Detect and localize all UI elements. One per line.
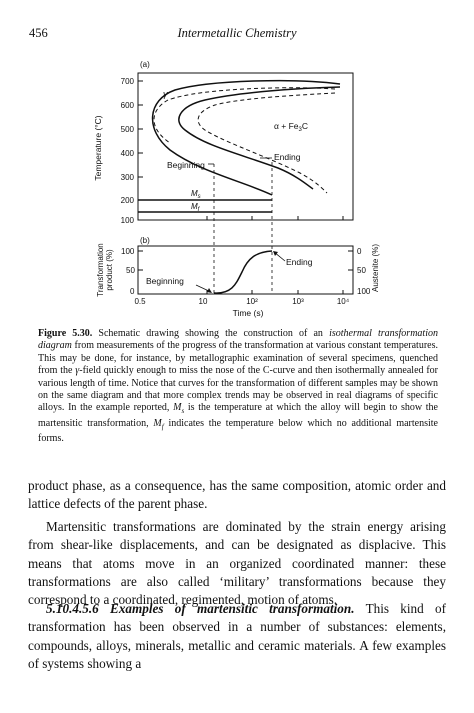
panel-b-label: (b) (140, 236, 150, 245)
y-tick-label: 100 (121, 216, 135, 225)
y-axis-b-right-ticks: 0 50 100 (348, 247, 371, 296)
ttt-figure: (a) 700 600 500 400 300 200 100 Temperat… (93, 60, 380, 318)
running-title: Intermetallic Chemistry (177, 26, 297, 40)
panel-b-frame (137, 245, 354, 295)
ending-dashed (197, 92, 336, 194)
figure-caption: Figure 5.30. Schematic drawing showing t… (38, 328, 438, 446)
x-tick-label: 10 (199, 297, 208, 306)
y-axis-b-left-label-2: product (%) (105, 249, 114, 291)
gamma-label: γ (163, 89, 168, 99)
panel-a-frame (137, 72, 354, 221)
y-axis-b-left-ticks: 100 50 0 (121, 247, 143, 296)
caption-gamma: γ (75, 365, 80, 377)
y-axis-b-right-label: Austenite (%) (371, 244, 380, 292)
figure-label: Figure 5.30. (38, 328, 93, 339)
y-tick-label-b: 50 (126, 266, 135, 275)
paragraph-2: Martensitic transformations are dominate… (28, 519, 446, 608)
caption-text: indicates the temperature below which no… (38, 417, 438, 445)
caption-text: is the temperature at which the alloy wi… (38, 402, 438, 429)
ending-curve (178, 86, 341, 190)
y-tick-label: 700 (121, 77, 135, 86)
mf-label: Mf (191, 202, 201, 213)
paragraph-3-text: This kind of transformation has been obs… (28, 601, 446, 671)
page-number: 456 (29, 26, 48, 40)
caption-mf: Mf (153, 417, 164, 431)
paragraph-1: product phase, as a consequence, has the… (28, 478, 446, 512)
ending-label-b: Ending (286, 257, 313, 267)
y-tick-label: 200 (121, 196, 135, 205)
page-header: 456 Intermetallic Chemistry (0, 26, 474, 44)
phase-label: α + Fe3C (274, 121, 308, 133)
y-tick-label: 600 (121, 101, 135, 110)
x-tick-label: 10² (246, 297, 258, 306)
y-axis-b-left-label-1: Transformation (96, 243, 105, 297)
caption-text: -field quickly enough to miss the nose o… (38, 365, 438, 414)
y-tick-label: 500 (121, 125, 135, 134)
y-axis-a-ticks: 700 600 500 400 300 200 100 (121, 77, 143, 225)
beginning-label: Beginning (167, 160, 205, 170)
y-tick-label-b-right: 100 (357, 287, 371, 296)
x-tick-label: 0.5 (134, 297, 146, 306)
x-axis-label: Time (s) (233, 308, 264, 318)
caption-text: Schematic drawing showing the constructi… (92, 328, 330, 339)
caption-emphasis: isothermal transformation diagram (38, 328, 438, 352)
beginning-label-b: Beginning (146, 276, 184, 286)
transformation-curve (213, 250, 273, 294)
beginning-curve (151, 79, 341, 196)
ending-arrowhead-b (273, 251, 278, 256)
caption-text: from measurements of the progress of the… (38, 340, 438, 377)
y-tick-label: 400 (121, 149, 135, 158)
panel-a-label: (a) (140, 60, 150, 69)
section-heading: 5.10.4.5.6 Examples of martensitic trans… (46, 601, 355, 616)
x-axis-ticks: 0.5 10 10² 10³ 10⁴ (134, 216, 350, 306)
caption-ms: Ms (173, 402, 185, 416)
ending-label: Ending (274, 152, 301, 162)
ms-label: Ms (191, 189, 201, 200)
x-tick-label: 10³ (292, 297, 304, 306)
y-axis-a-label: Temperature (°C) (93, 115, 103, 180)
y-tick-label-b: 100 (121, 247, 135, 256)
x-tick-label: 10⁴ (337, 297, 350, 306)
y-tick-label-b-right: 0 (357, 247, 362, 256)
y-tick-label-b-right: 50 (357, 266, 366, 275)
beginning-arrowhead-b (207, 288, 212, 293)
y-tick-label: 300 (121, 173, 135, 182)
beginning-dashed (153, 87, 336, 144)
paragraph-3: 5.10.4.5.6 Examples of martensitic trans… (28, 600, 446, 673)
y-tick-label-b: 0 (130, 287, 135, 296)
